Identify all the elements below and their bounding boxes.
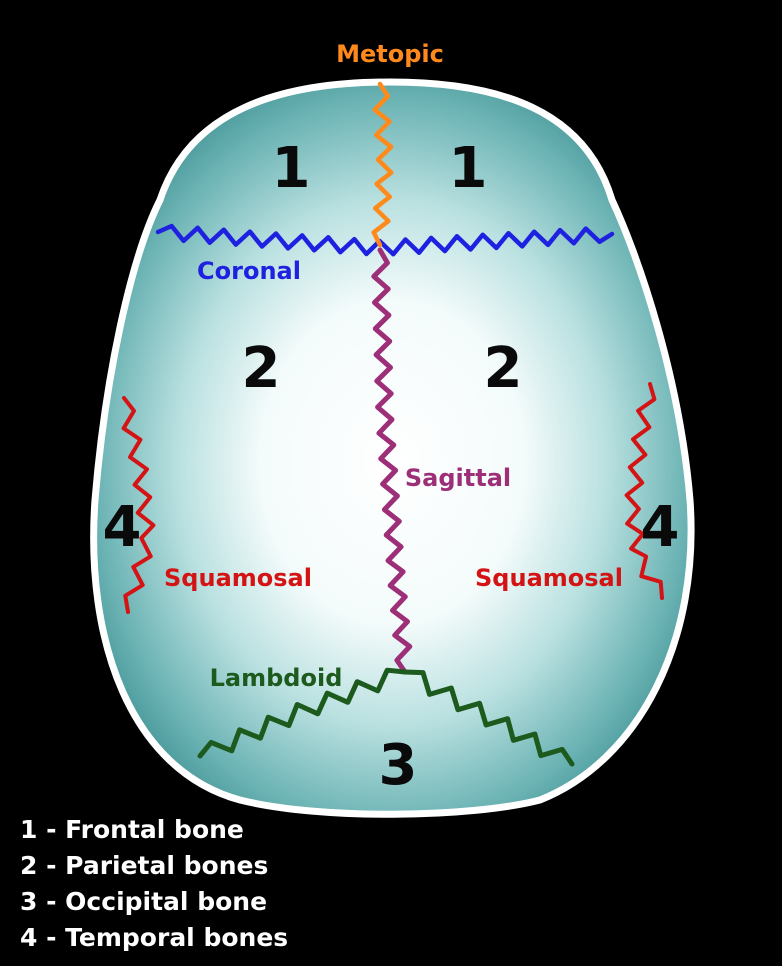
temporal-right-number: 4 bbox=[641, 495, 680, 560]
squamosal-left-label: Squamosal bbox=[164, 564, 312, 592]
legend-item-frontal: 1 - Frontal bone bbox=[20, 812, 288, 848]
temporal-left-number: 4 bbox=[103, 495, 142, 560]
metopic-label: Metopic bbox=[336, 40, 444, 68]
frontal-right-number: 1 bbox=[449, 136, 488, 201]
sagittal-label: Sagittal bbox=[405, 464, 511, 492]
bone-legend: 1 - Frontal bone 2 - Parietal bones 3 - … bbox=[20, 812, 288, 956]
parietal-left-number: 2 bbox=[242, 336, 281, 401]
squamosal-right-label: Squamosal bbox=[475, 564, 623, 592]
occipital-number: 3 bbox=[379, 733, 418, 798]
legend-item-temporal: 4 - Temporal bones bbox=[20, 920, 288, 956]
parietal-right-number: 2 bbox=[484, 336, 523, 401]
legend-item-parietal: 2 - Parietal bones bbox=[20, 848, 288, 884]
lambdoid-label: Lambdoid bbox=[210, 664, 343, 692]
legend-item-occipital: 3 - Occipital bone bbox=[20, 884, 288, 920]
coronal-label: Coronal bbox=[197, 257, 301, 285]
frontal-left-number: 1 bbox=[272, 136, 311, 201]
